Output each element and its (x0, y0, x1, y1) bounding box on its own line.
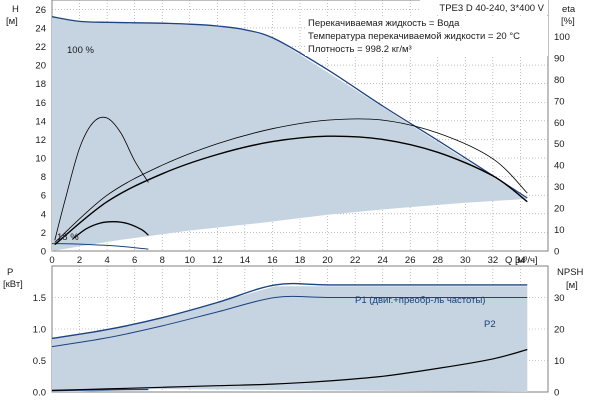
x-tick-label: 14 (240, 255, 251, 266)
y-axis-label-p: P (7, 267, 13, 278)
y-tick-label: 0 (41, 247, 46, 258)
y-tick-label: 10 (35, 154, 46, 165)
series-line-0 (51, 282, 528, 340)
power-npsh-curves (51, 282, 528, 392)
info-line-density: Плотность = 998.2 кг/м³ (308, 44, 412, 55)
y2-axis-unit-eta: [%] (561, 16, 575, 27)
y-tick-label: 20 (35, 61, 46, 72)
y2-tick-label: 40 (554, 161, 565, 172)
y2-tick-label: 80 (554, 75, 565, 86)
y-tick-label: 0.0 (33, 388, 46, 399)
y2-axis-label-npsh: NPSH (557, 267, 584, 278)
series-line-4 (54, 116, 149, 241)
chart-title-box (420, 0, 548, 15)
series-line-1 (51, 243, 149, 250)
series-label-p1: P1 (двиг.+преобр-ль частоты) (355, 295, 485, 306)
x-tick-label: 6 (132, 255, 137, 266)
y2-axis-label-eta: eta (562, 4, 576, 15)
x-axis-label-q: Q (505, 255, 512, 266)
y-tick-label: 24 (35, 23, 46, 34)
series-line-0 (51, 16, 528, 199)
y2-tick-label: 90 (554, 53, 565, 64)
y2-tick-label: 70 (554, 96, 565, 107)
x-tick-label: 2 (77, 255, 82, 266)
y2-tick-label: 30 (554, 293, 565, 304)
y2-tick-label: 20 (554, 204, 565, 215)
series-line-1 (51, 295, 528, 348)
y-tick-label: 12 (35, 135, 46, 146)
speed-label-max: 100 % (67, 45, 94, 56)
y2-tick-label: 0 (554, 247, 559, 258)
x-tick-label: 32 (488, 255, 499, 266)
series-line-3 (54, 135, 528, 246)
y2-tick-label: 10 (554, 356, 565, 367)
y-tick-label: 8 (41, 172, 46, 183)
x-tick-label: 34 (515, 255, 526, 266)
head-efficiency-panel: 0246810121416182022242601020304050607080… (6, 0, 576, 266)
y-axis-unit-h: [м] (6, 16, 18, 27)
y-tick-label: 6 (41, 191, 46, 202)
info-line-temperature: Температура перекачиваемой жидкости = 20… (308, 31, 520, 42)
head-axis-ticks: 0246810121416182022242601020304050607080… (35, 5, 569, 266)
series-label-p2: P2 (484, 319, 496, 330)
y2-tick-label: 0 (554, 388, 559, 399)
y-tick-label: 22 (35, 42, 46, 53)
x-tick-label: 24 (377, 255, 388, 266)
head-efficiency-curves (51, 16, 528, 250)
x-tick-label: 18 (295, 255, 306, 266)
x-tick-label: 28 (432, 255, 443, 266)
x-tick-label: 0 (49, 255, 54, 266)
y-axis-label-h: H (12, 4, 19, 15)
x-tick-label: 8 (160, 255, 165, 266)
x-tick-label: 12 (212, 255, 223, 266)
operating-range-area (52, 16, 528, 252)
y2-tick-label: 30 (554, 182, 565, 193)
x-tick-label: 30 (460, 255, 471, 266)
info-box (305, 16, 548, 56)
y-tick-label: 26 (35, 5, 46, 16)
y-axis-unit-p: [кВт] (3, 279, 23, 290)
y-tick-label: 1.5 (33, 293, 46, 304)
y-tick-label: 1.0 (33, 325, 46, 336)
y2-tick-label: 20 (554, 325, 565, 336)
y-tick-label: 0.5 (33, 356, 46, 367)
power-operating-range-area (52, 286, 528, 392)
x-tick-label: 22 (350, 255, 361, 266)
y-tick-label: 4 (41, 209, 46, 220)
x-tick-label: 4 (104, 255, 109, 266)
speed-label-min: 18 % (57, 232, 79, 243)
y-tick-label: 2 (41, 228, 46, 239)
y2-tick-label: 50 (554, 139, 565, 150)
x-tick-label: 16 (267, 255, 278, 266)
y-tick-label: 16 (35, 98, 46, 109)
y-tick-label: 14 (35, 116, 46, 127)
power-axis-ticks: 0.0 0.5 1.0 1.5 0 10 20 30 (33, 293, 565, 399)
y2-tick-label: 60 (554, 118, 565, 129)
y2-tick-label: 100 (554, 32, 570, 43)
series-line-3 (51, 348, 528, 391)
y2-axis-unit-npsh: [м] (566, 280, 578, 291)
x-tick-label: 26 (405, 255, 416, 266)
x-tick-label: 10 (184, 255, 195, 266)
series-line-5 (54, 118, 528, 243)
series-line-2 (72, 221, 149, 240)
power-npsh-panel: 0.0 0.5 1.0 1.5 0 10 20 30 P [кВт] NPSH [м] P1 … (3, 265, 584, 399)
y2-tick-label: 10 (554, 225, 565, 236)
info-line-liquid: Перекачиваемая жидкость = Вода (308, 18, 460, 29)
x-tick-label: 20 (322, 255, 333, 266)
chart-title: TPE3 D 40-240, 3*400 V (439, 3, 544, 14)
x-axis-unit-q: [м³/ч] (515, 255, 538, 266)
y-tick-label: 18 (35, 79, 46, 90)
